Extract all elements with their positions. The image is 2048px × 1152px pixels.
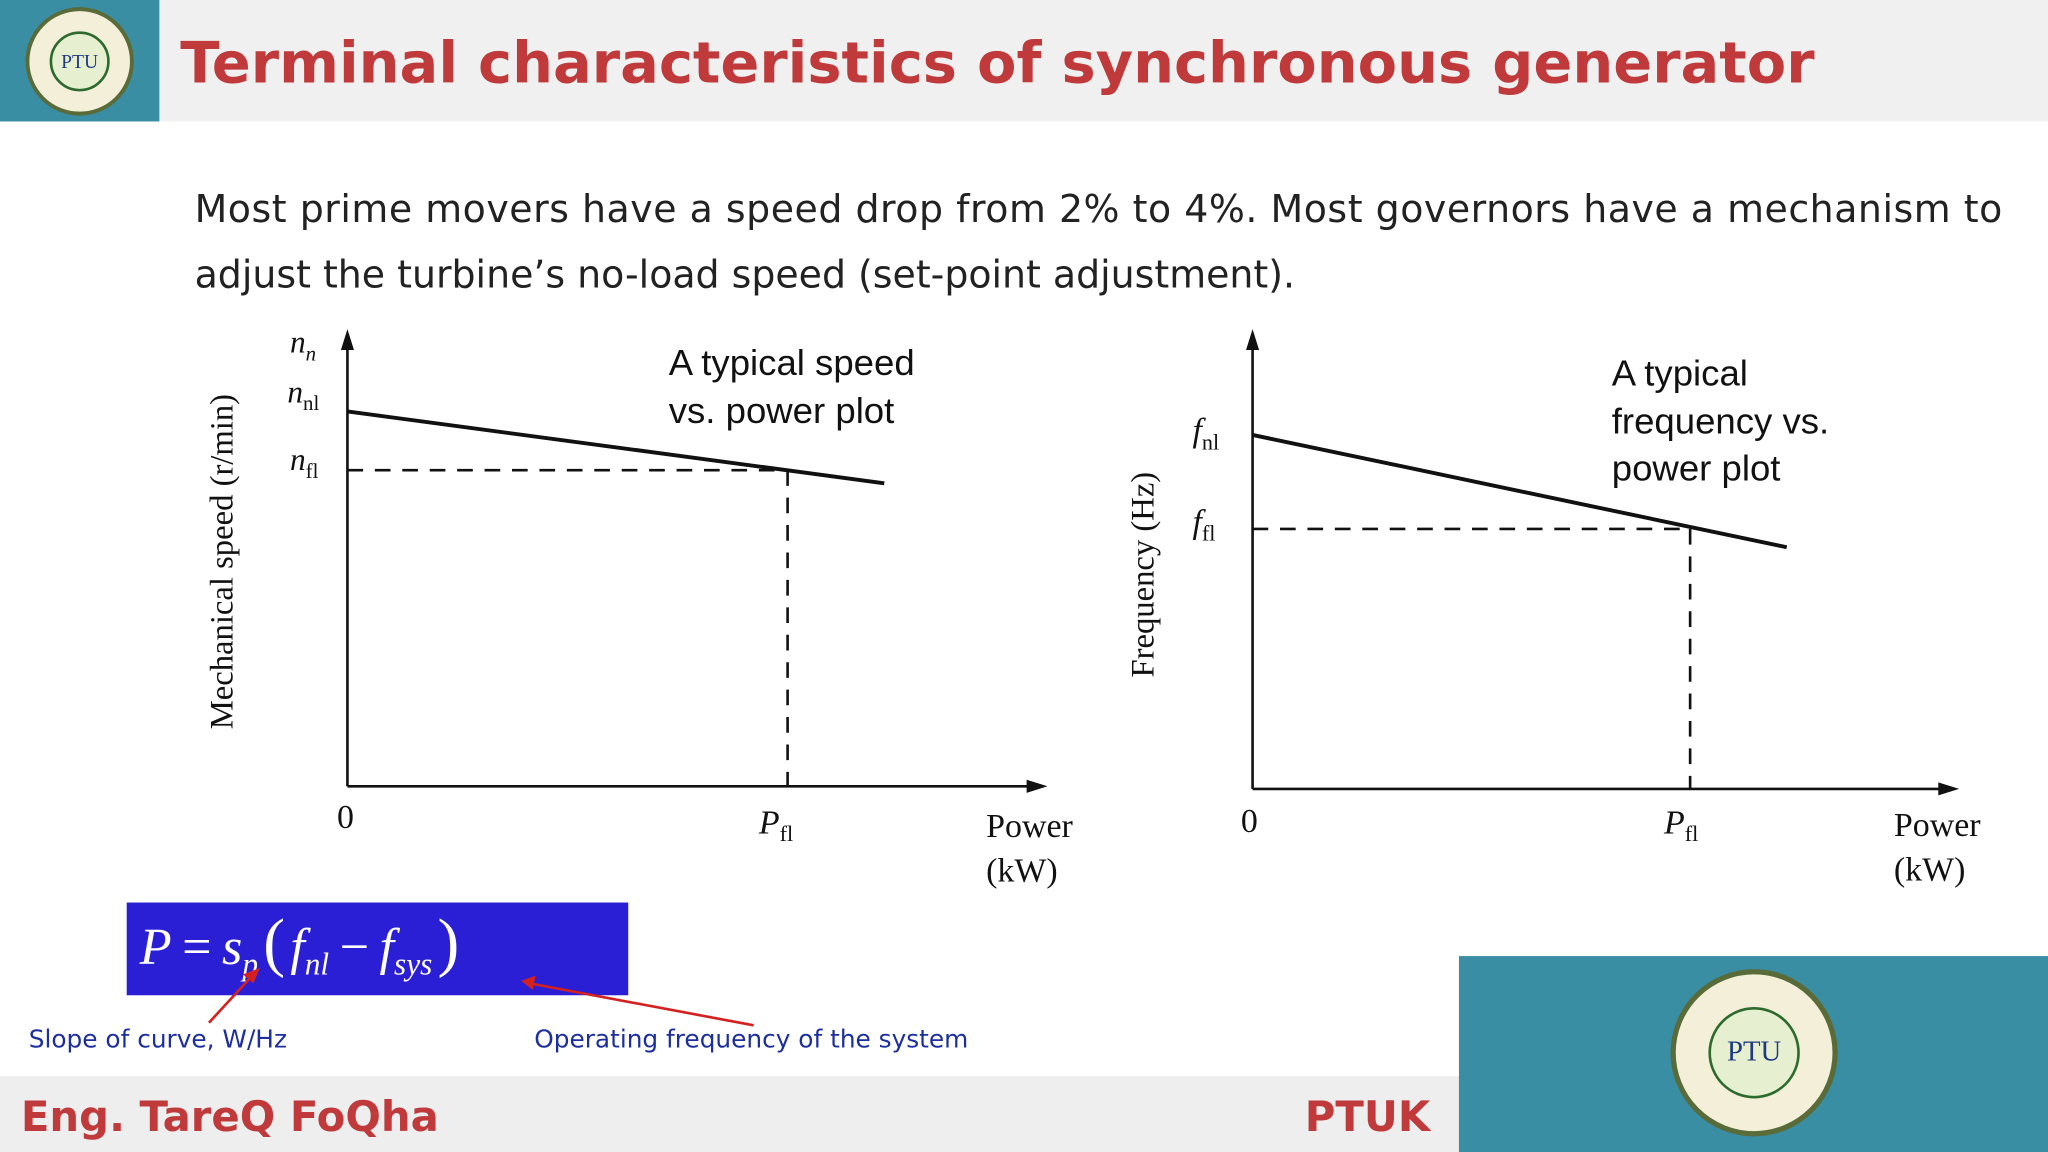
symbol: n: [287, 374, 303, 409]
arrow-head: [340, 329, 354, 351]
logo-text: PTU: [1727, 1036, 1782, 1068]
speed-plot: [340, 329, 1048, 793]
subscript: nl: [303, 391, 319, 415]
arrow-head: [242, 967, 260, 984]
subscript: fl: [1202, 521, 1216, 546]
x-tick-label: Pfl: [758, 804, 793, 846]
y-tick-label: nfl: [290, 442, 319, 483]
origin-label: 0: [1241, 803, 1258, 840]
subscript: sys: [394, 946, 432, 981]
x-axis-label: Power: [986, 808, 1073, 845]
subscript: nl: [305, 946, 330, 981]
symbol: s: [222, 918, 242, 976]
plot-caption: A typical: [1612, 352, 1748, 393]
subscript: n: [306, 341, 316, 365]
y-tick-label: nn: [290, 325, 316, 366]
logo-inner: [1708, 1007, 1800, 1099]
slide-title: Terminal characteristics of synchronous …: [180, 29, 1815, 96]
symbol: P: [758, 804, 780, 841]
x-axis-label: Power: [1894, 807, 1981, 844]
paren: ): [438, 907, 460, 979]
logo-inner: [49, 31, 110, 92]
symbol: n: [290, 325, 306, 360]
header-bar: [0, 0, 2048, 122]
subscript: fl: [306, 459, 319, 483]
arrow-head: [1938, 782, 1960, 796]
plot-caption: vs. power plot: [669, 390, 895, 431]
droop-line: [1252, 433, 1788, 550]
paren: (: [263, 907, 285, 979]
symbol: P: [139, 918, 172, 976]
origin-label: 0: [337, 799, 354, 836]
y-tick-label: fnl: [1192, 412, 1219, 454]
arrow-head: [1246, 329, 1260, 351]
paragraph-line: adjust the turbine’s no-load speed (set-…: [195, 252, 1295, 296]
annotation: Operating frequency of the system: [534, 1025, 968, 1054]
arrow-head: [1026, 779, 1048, 793]
plot-caption: A typical speed: [669, 342, 915, 383]
paragraph-line: Most prime movers have a speed drop from…: [195, 187, 2003, 231]
y-axis-label: Mechanical speed (r/min): [204, 394, 240, 729]
footer-bar: [0, 1076, 1459, 1152]
plot-caption: power plot: [1612, 448, 1781, 489]
x-axis-label: (kW): [986, 853, 1058, 890]
plot-caption: frequency vs.: [1612, 401, 1829, 442]
footer-author: Eng. TareQ FoQha: [21, 1092, 439, 1141]
x-tick-label: Pfl: [1663, 804, 1698, 846]
y-tick-label: ffl: [1192, 504, 1215, 546]
arrow-head: [521, 975, 536, 991]
arrow: [530, 982, 754, 1027]
operator: =: [182, 918, 211, 976]
subscript: fl: [780, 821, 794, 846]
y-axis-label: Frequency (Hz): [1125, 472, 1161, 678]
frequency-plot: [1246, 329, 1960, 796]
symbol: P: [1663, 804, 1685, 841]
droop-line: [347, 409, 885, 486]
logo-text: PTU: [61, 52, 98, 73]
annotation-arrows: [208, 967, 754, 1027]
y-tick-label: nnl: [287, 374, 319, 415]
footer-org: PTUK: [1305, 1092, 1432, 1141]
x-axis-label: (kW): [1894, 851, 1966, 888]
annotation: Slope of curve, W/Hz: [29, 1025, 287, 1054]
symbol: n: [290, 442, 306, 477]
formula-box: [126, 902, 629, 996]
subscript: nl: [1202, 429, 1219, 454]
arrow: [208, 973, 255, 1024]
operator: −: [340, 918, 369, 976]
subscript: fl: [1685, 821, 1699, 846]
